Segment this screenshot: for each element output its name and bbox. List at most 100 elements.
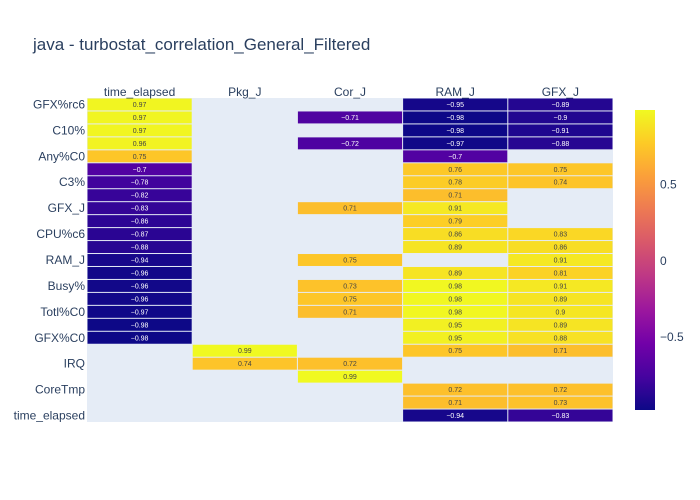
- cell-value-label: 0.91: [554, 283, 568, 290]
- heatmap-cell: [87, 202, 192, 215]
- heatmap-cell: [87, 111, 192, 124]
- cell-value-label: 0.9: [556, 309, 566, 316]
- row-tick-label: CPU%c6: [36, 227, 85, 241]
- cell-value-label: −0.87: [131, 232, 149, 239]
- cell-value-label: 0.89: [448, 245, 462, 252]
- heatmap-cell: [403, 305, 508, 318]
- heatmap-cell: [87, 331, 192, 344]
- cell-value-label: −0.86: [131, 219, 149, 226]
- cell-value-label: −0.83: [552, 413, 570, 420]
- row-tick-label: C3%: [59, 175, 85, 189]
- heatmap-cell: [87, 228, 192, 241]
- row-tick-label: Any%C0: [38, 149, 85, 163]
- row-tick-label: CoreTmp: [35, 383, 85, 397]
- heatmap-cell: [508, 305, 613, 318]
- heatmap-cell: [87, 98, 192, 111]
- heatmap-cell: [508, 396, 613, 409]
- heatmap-cell: [508, 241, 613, 254]
- heatmap-cell: [508, 124, 613, 137]
- heatmap-cell: [403, 176, 508, 189]
- heatmap-cell: [87, 124, 192, 137]
- cell-value-label: 0.75: [343, 258, 357, 265]
- heatmap-cell: [403, 266, 508, 279]
- cell-value-label: 0.74: [554, 180, 568, 187]
- cell-value-label: 0.75: [133, 154, 147, 161]
- heatmap-cell: [403, 163, 508, 176]
- cell-value-label: −0.78: [131, 180, 149, 187]
- cell-value-label: 0.91: [554, 258, 568, 265]
- heatmap-cell: [403, 215, 508, 228]
- heatmap-cell: [403, 344, 508, 357]
- cell-value-label: −0.95: [446, 102, 464, 109]
- heatmap-cell: [508, 383, 613, 396]
- cell-value-label: 0.97: [133, 102, 147, 109]
- cell-value-label: 0.71: [554, 348, 568, 355]
- cell-value-label: −0.98: [131, 335, 149, 342]
- cell-value-label: 0.91: [448, 206, 462, 213]
- heatmap-cell: [508, 344, 613, 357]
- heatmap-cell: [403, 409, 508, 422]
- heatmap-cell: [403, 292, 508, 305]
- cell-value-label: 0.71: [448, 193, 462, 200]
- heatmap-cell: [297, 279, 403, 292]
- cell-value-label: 0.72: [448, 387, 462, 394]
- heatmap-cell: [403, 124, 508, 137]
- cell-value-label: 0.73: [554, 400, 568, 407]
- heatmap-cell: [403, 111, 508, 124]
- heatmap-cell: [508, 409, 613, 422]
- cell-value-label: 0.88: [554, 335, 568, 342]
- heatmap-cell: [508, 331, 613, 344]
- heatmap-cell: [297, 111, 403, 124]
- row-tick-label: Totl%C0: [40, 305, 85, 319]
- column-tick-label: Cor_J: [334, 85, 366, 99]
- colorbar-gradient: [635, 110, 655, 410]
- heatmap-cell: [87, 137, 192, 150]
- heatmap-cell: [403, 202, 508, 215]
- heatmap-cell: [403, 150, 508, 163]
- cell-value-label: −0.72: [341, 141, 359, 148]
- cell-value-label: 0.99: [238, 348, 252, 355]
- cell-value-label: 0.96: [133, 141, 147, 148]
- cell-value-label: 0.89: [554, 296, 568, 303]
- row-tick-label: C10%: [52, 123, 85, 137]
- heatmap-cell: [297, 254, 403, 266]
- heatmap-cell: [508, 279, 613, 292]
- heatmap-cell: [508, 163, 613, 176]
- colorbar-tick-label: −0.5: [660, 330, 684, 344]
- heatmap-cell: [508, 318, 613, 331]
- heatmap-cell: [403, 331, 508, 344]
- row-tick-label: GFX%rc6: [33, 97, 85, 111]
- cell-value-label: 0.71: [343, 206, 357, 213]
- row-tick-label: time_elapsed: [14, 409, 85, 423]
- heatmap-cell: [87, 305, 192, 318]
- cell-value-label: 0.78: [448, 180, 462, 187]
- cell-value-label: 0.75: [554, 167, 568, 174]
- cell-value-label: −0.97: [446, 141, 464, 148]
- cell-value-label: 0.99: [343, 374, 357, 381]
- heatmap-cell: [403, 98, 508, 111]
- cell-value-label: 0.81: [554, 270, 568, 277]
- cell-value-label: −0.96: [131, 283, 149, 290]
- heatmap-cell: [87, 189, 192, 202]
- cell-value-label: 0.71: [448, 400, 462, 407]
- cell-value-label: −0.88: [131, 245, 149, 252]
- heatmap-cell: [508, 98, 613, 111]
- heatmap-cell: [403, 189, 508, 202]
- heatmap-cell: [87, 215, 192, 228]
- cell-value-label: 0.95: [448, 335, 462, 342]
- heatmap-cell: [87, 241, 192, 254]
- heatmap-cell: [87, 318, 192, 331]
- heatmap-cell: [403, 279, 508, 292]
- cell-value-label: −0.89: [552, 102, 570, 109]
- column-tick-label: time_elapsed: [104, 85, 175, 99]
- cell-value-label: −0.88: [552, 141, 570, 148]
- heatmap-cell: [297, 370, 403, 383]
- heatmap-cell: [87, 163, 192, 176]
- row-tick-label: GFX_J: [48, 201, 85, 215]
- heatmap-cell: [297, 357, 403, 370]
- cell-value-label: 0.97: [133, 115, 147, 122]
- cell-value-label: 0.72: [343, 361, 357, 368]
- heatmap-cell: [87, 266, 192, 279]
- cell-value-label: 0.72: [554, 387, 568, 394]
